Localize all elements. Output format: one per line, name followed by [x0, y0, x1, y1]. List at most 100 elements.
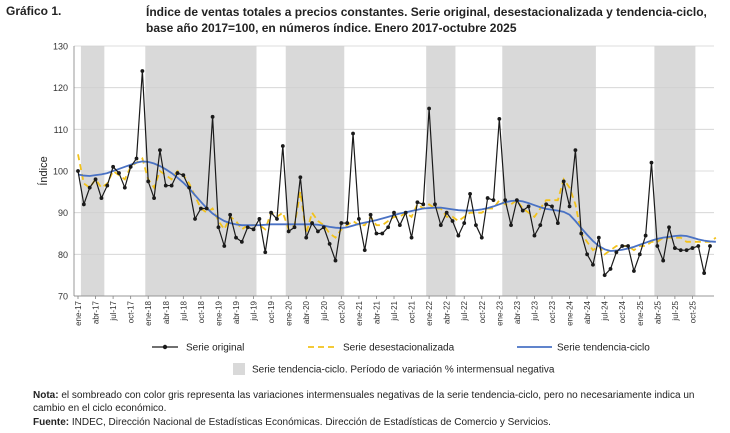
data-point [532, 233, 537, 238]
data-point [304, 235, 309, 240]
data-point [204, 206, 209, 211]
data-point [128, 164, 133, 169]
data-point [509, 223, 513, 228]
data-point [661, 258, 666, 263]
data-point [684, 248, 689, 253]
y-tick-label: 130 [53, 42, 68, 52]
data-point [579, 231, 584, 236]
data-point [222, 244, 227, 248]
data-point [146, 179, 151, 184]
data-point [327, 242, 332, 246]
x-tick-label: ene-21 [355, 300, 364, 325]
x-tick-label: oct-17 [127, 300, 136, 323]
data-point [503, 198, 508, 203]
data-point [479, 235, 484, 240]
data-point [193, 217, 197, 221]
line-chart: 70 80 90 100 110 120 130 Índice ene-17 abr-17 jul-… [37, 42, 717, 376]
data-point [485, 196, 490, 200]
data-point [497, 117, 502, 121]
data-point [438, 223, 443, 228]
x-tick-label: abr-18 [162, 300, 171, 324]
x-tick-label: ene-25 [636, 300, 645, 325]
data-point [93, 177, 98, 182]
data-point [163, 183, 168, 188]
data-point [421, 202, 426, 207]
x-tick-label: ene-20 [285, 300, 294, 325]
data-point [427, 106, 432, 111]
x-tick-label: jul-20 [320, 300, 329, 321]
x-tick-label: abr-21 [372, 300, 381, 324]
data-point [433, 202, 437, 207]
note-text: el sombreado con color gris representa l… [33, 390, 695, 414]
data-point [415, 200, 420, 205]
data-point [368, 212, 373, 217]
data-point [310, 221, 314, 225]
data-point [678, 248, 683, 253]
original-markers [76, 69, 712, 278]
data-point [275, 217, 279, 221]
x-tick-label: abr-20 [302, 300, 311, 324]
data-point [158, 148, 162, 153]
data-point [263, 250, 268, 255]
data-point [169, 183, 174, 188]
data-point [210, 114, 215, 119]
data-point [672, 246, 677, 250]
x-tick-label: jul-19 [250, 300, 259, 321]
data-point [152, 196, 156, 200]
data-point [76, 169, 80, 173]
legend-label-original: Serie original [186, 343, 244, 354]
data-point [608, 267, 613, 271]
x-tick-label: oct-22 [478, 300, 487, 323]
x-tick-label: oct-21 [408, 300, 417, 323]
x-tick-label: abr-25 [653, 300, 662, 324]
data-point [450, 219, 455, 223]
data-point [245, 225, 250, 230]
data-point [544, 202, 549, 207]
data-point [81, 202, 86, 207]
data-point [362, 248, 367, 253]
data-point [474, 223, 478, 228]
data-point [333, 258, 338, 263]
data-point [292, 225, 297, 230]
data-point [538, 223, 543, 228]
data-point [620, 244, 625, 248]
data-point [234, 235, 238, 240]
y-tick-label: 110 [54, 125, 68, 135]
data-point [555, 221, 560, 225]
data-point [614, 250, 619, 255]
chart-source: Fuente: INDEC, Dirección Nacional de Est… [33, 416, 723, 429]
x-tick-label: ene-23 [495, 300, 504, 325]
data-point [626, 244, 630, 248]
data-point [216, 225, 221, 230]
data-point [251, 227, 256, 232]
data-point [134, 156, 139, 161]
figure-title: Índice de ventas totales a precios const… [146, 5, 707, 35]
legend-marker-original [162, 344, 168, 350]
data-point [397, 223, 402, 228]
data-point [339, 221, 344, 225]
legend-swatch-shade [233, 363, 245, 375]
data-point [667, 225, 671, 230]
data-point [602, 273, 607, 278]
data-point [444, 210, 449, 215]
x-tick-label: oct-18 [197, 300, 206, 323]
x-tick-label: ene-19 [214, 300, 223, 325]
x-tick-label: jul-24 [601, 300, 610, 321]
x-tick-label: oct-25 [688, 300, 697, 323]
data-point [286, 229, 291, 234]
x-tick-label: oct-20 [337, 300, 346, 323]
data-point [380, 231, 385, 236]
data-point [122, 185, 127, 190]
x-tick-label: abr-24 [583, 300, 592, 324]
data-point [99, 196, 104, 200]
data-point [280, 144, 285, 148]
data-point [316, 229, 320, 234]
data-point [491, 198, 496, 203]
data-point [637, 252, 642, 257]
series-tendencia-ciclo [77, 160, 716, 252]
y-axis-title: Índice [37, 156, 50, 185]
data-point [298, 175, 303, 180]
x-tick-label: abr-17 [92, 300, 101, 324]
data-point [708, 244, 712, 248]
data-point [351, 131, 355, 136]
